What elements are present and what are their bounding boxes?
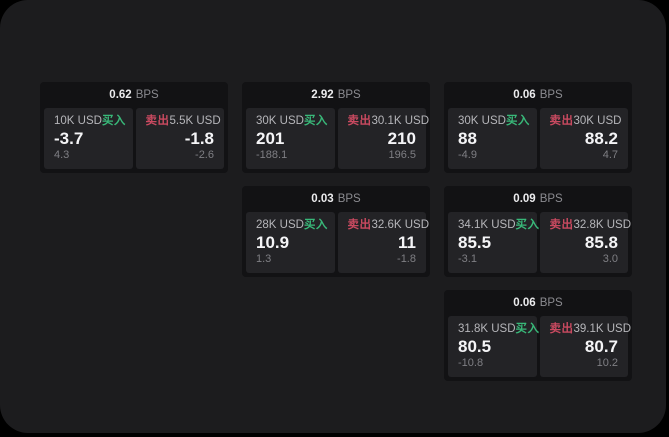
- bps-value: 2.92: [311, 89, 334, 101]
- quote-card: 0.06 BPS 31.8K USD 买入 80.5 -10.8 卖出 39.1…: [444, 290, 632, 381]
- sell-price: 11: [398, 233, 416, 252]
- bps-unit: BPS: [337, 193, 361, 205]
- buy-side-label: 买入: [303, 115, 328, 127]
- bps-value: 0.06: [513, 89, 536, 101]
- sell-panel[interactable]: 卖出 30K USD 88.2 4.7: [539, 108, 628, 169]
- bps-header: 0.09 BPS: [444, 186, 632, 212]
- sell-amount: 32.6K USD: [371, 219, 430, 231]
- buy-amount: 30K USD: [458, 115, 506, 127]
- bps-unit: BPS: [539, 297, 563, 309]
- buy-sub-value: -188.1: [256, 149, 288, 161]
- buy-side-label: 买入: [303, 219, 328, 231]
- sell-side-label: 卖出: [549, 323, 574, 335]
- sell-side-label: 卖出: [145, 115, 170, 127]
- buy-side-label: 买入: [505, 115, 530, 127]
- panels-container: 28K USD 买入 10.9 1.3 卖出 32.6K USD 11 -1.8: [242, 212, 430, 277]
- sell-price: 88.2: [584, 129, 618, 148]
- sell-price: 210: [387, 129, 416, 148]
- sell-sub-value: 10.2: [596, 357, 618, 369]
- buy-panel[interactable]: 30K USD 买入 201 -188.1: [246, 108, 335, 169]
- buy-sub-value: 1.3: [256, 253, 272, 265]
- bps-header: 0.06 BPS: [444, 290, 632, 316]
- buy-sub-value: 4.3: [54, 149, 70, 161]
- sell-sub-value: 4.7: [602, 149, 618, 161]
- sell-price: 80.7: [584, 337, 618, 356]
- sell-panel[interactable]: 卖出 39.1K USD 80.7 10.2: [539, 316, 632, 377]
- sell-panel[interactable]: 卖出 5.5K USD -1.8 -2.6: [135, 108, 224, 169]
- sell-price: 85.8: [584, 233, 618, 252]
- bps-value: 0.06: [513, 297, 536, 309]
- sell-side-label: 卖出: [347, 219, 372, 231]
- sell-sub-value: -2.6: [195, 149, 214, 161]
- buy-price: 85.5: [458, 233, 492, 252]
- bps-header: 0.62 BPS: [40, 82, 228, 108]
- buy-side-label: 买入: [515, 323, 540, 335]
- buy-panel[interactable]: 34.1K USD 买入 85.5 -3.1: [448, 212, 540, 273]
- buy-sub-value: -10.8: [458, 357, 484, 369]
- sell-side-label: 卖出: [549, 219, 574, 231]
- bps-header: 0.03 BPS: [242, 186, 430, 212]
- bps-unit: BPS: [135, 89, 159, 101]
- quote-card: 0.62 BPS 10K USD 买入 -3.7 4.3 卖出 5.5K USD…: [40, 82, 228, 173]
- buy-panel[interactable]: 31.8K USD 买入 80.5 -10.8: [448, 316, 540, 377]
- buy-amount: 28K USD: [256, 219, 304, 231]
- sell-sub-value: 3.0: [602, 253, 618, 265]
- sell-panel[interactable]: 卖出 32.6K USD 11 -1.8: [337, 212, 430, 273]
- buy-amount: 30K USD: [256, 115, 304, 127]
- panels-container: 34.1K USD 买入 85.5 -3.1 卖出 32.8K USD 85.8…: [444, 212, 632, 277]
- panels-container: 30K USD 买入 88 -4.9 卖出 30K USD 88.2 4.7: [444, 108, 632, 173]
- buy-panel[interactable]: 10K USD 买入 -3.7 4.3: [44, 108, 133, 169]
- buy-amount: 31.8K USD: [458, 323, 516, 335]
- buy-price: -3.7: [54, 129, 84, 148]
- panels-container: 31.8K USD 买入 80.5 -10.8 卖出 39.1K USD 80.…: [444, 316, 632, 381]
- panels-container: 10K USD 买入 -3.7 4.3 卖出 5.5K USD -1.8 -2.…: [40, 108, 228, 173]
- bps-value: 0.62: [109, 89, 132, 101]
- sell-sub-value: 196.5: [388, 149, 416, 161]
- buy-amount: 34.1K USD: [458, 219, 516, 231]
- bps-unit: BPS: [337, 89, 361, 101]
- quote-card: 0.03 BPS 28K USD 买入 10.9 1.3 卖出 32.6K US…: [242, 186, 430, 277]
- sell-side-label: 卖出: [347, 115, 372, 127]
- buy-side-label: 买入: [515, 219, 540, 231]
- sell-side-label: 卖出: [549, 115, 574, 127]
- bps-value: 0.09: [513, 193, 536, 205]
- sell-panel[interactable]: 卖出 32.8K USD 85.8 3.0: [539, 212, 632, 273]
- bps-unit: BPS: [539, 193, 563, 205]
- sell-sub-value: -1.8: [397, 253, 416, 265]
- bps-header: 0.06 BPS: [444, 82, 632, 108]
- buy-sub-value: -3.1: [458, 253, 477, 265]
- sell-amount: 39.1K USD: [573, 323, 632, 335]
- sell-amount: 32.8K USD: [573, 219, 632, 231]
- bps-unit: BPS: [539, 89, 563, 101]
- quote-card: 2.92 BPS 30K USD 买入 201 -188.1 卖出 30.1K …: [242, 82, 430, 173]
- buy-amount: 10K USD: [54, 115, 102, 127]
- sell-panel[interactable]: 卖出 30.1K USD 210 196.5: [337, 108, 430, 169]
- buy-panel[interactable]: 30K USD 买入 88 -4.9: [448, 108, 537, 169]
- buy-price: 201: [256, 129, 285, 148]
- sell-amount: 30.1K USD: [371, 115, 430, 127]
- buy-side-label: 买入: [101, 115, 126, 127]
- buy-panel[interactable]: 28K USD 买入 10.9 1.3: [246, 212, 335, 273]
- buy-sub-value: -4.9: [458, 149, 477, 161]
- bps-header: 2.92 BPS: [242, 82, 430, 108]
- sell-amount: 5.5K USD: [169, 115, 221, 127]
- sell-price: -1.8: [184, 129, 214, 148]
- bps-value: 0.03: [311, 193, 334, 205]
- buy-price: 88: [458, 129, 477, 148]
- buy-price: 80.5: [458, 337, 492, 356]
- panels-container: 30K USD 买入 201 -188.1 卖出 30.1K USD 210 1…: [242, 108, 430, 173]
- quote-card: 0.06 BPS 30K USD 买入 88 -4.9 卖出 30K USD 8…: [444, 82, 632, 173]
- buy-price: 10.9: [256, 233, 290, 252]
- quote-card: 0.09 BPS 34.1K USD 买入 85.5 -3.1 卖出 32.8K…: [444, 186, 632, 277]
- sell-amount: 30K USD: [573, 115, 622, 127]
